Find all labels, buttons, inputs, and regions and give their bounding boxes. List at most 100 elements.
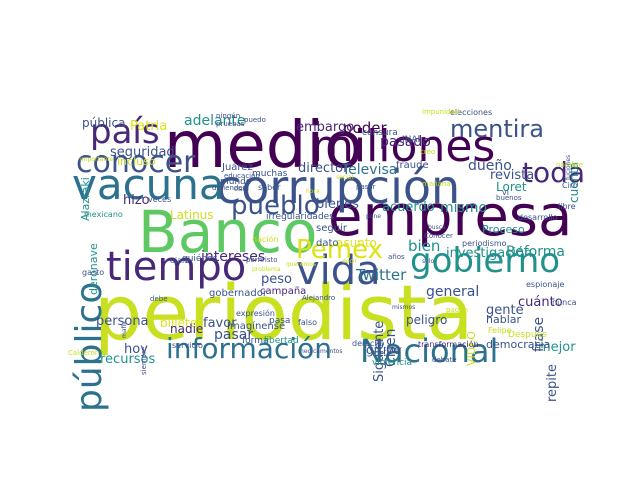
word-seguir: seguir bbox=[316, 223, 347, 234]
word-poder: poder bbox=[343, 119, 387, 137]
word-violencia: violencia bbox=[372, 358, 413, 368]
word-nunca: nunca bbox=[552, 298, 577, 307]
word-vi: vi bbox=[502, 188, 509, 197]
word-patria: Patria bbox=[130, 119, 168, 134]
word-publica: pública bbox=[82, 116, 126, 130]
word-debate: debate bbox=[432, 356, 457, 364]
word-periodista: periodista bbox=[94, 268, 474, 357]
word-investigacion: investigación bbox=[446, 246, 533, 261]
word-mundo: mundo bbox=[220, 177, 252, 187]
word-expresion: expresión bbox=[236, 309, 275, 318]
word-pasa: pasa bbox=[269, 316, 291, 326]
word-twitter: Twitter bbox=[356, 266, 407, 284]
word-educacion: educación bbox=[224, 172, 260, 180]
word-informacion: información bbox=[166, 332, 333, 365]
word-muchas: muchas bbox=[252, 169, 288, 179]
word-mejor: mejor bbox=[538, 340, 576, 355]
word-banco: Banco bbox=[138, 198, 318, 266]
word-adelante: adelante bbox=[184, 113, 246, 129]
word-mismo: mismo bbox=[440, 200, 488, 216]
word-calderon: Calderón bbox=[68, 349, 100, 357]
word-claro: claro bbox=[234, 186, 249, 193]
word-pemex: Pemex bbox=[296, 235, 384, 265]
word-ojala: ojalá bbox=[170, 256, 190, 265]
word-cuanto: cuánto bbox=[518, 295, 563, 310]
word-pasar-small: pasar bbox=[356, 183, 376, 191]
word-libre: libre bbox=[558, 202, 576, 211]
word-cloud: periodista empresa corrupción medio millones… bbox=[66, 108, 585, 412]
word-grupo: grupo bbox=[366, 343, 402, 357]
word-espionaje: espionaje bbox=[526, 280, 565, 289]
word-publico: público bbox=[69, 281, 110, 413]
word-fraude: fraude bbox=[396, 160, 429, 171]
word-gobierno: gobierno bbox=[410, 241, 561, 281]
word-pasado: pasado bbox=[380, 134, 431, 150]
word-bienes: bienes bbox=[316, 197, 359, 212]
word-vacuna: vacuna bbox=[72, 160, 225, 209]
word-toda: toda bbox=[522, 156, 586, 189]
word-gente: gente bbox=[486, 303, 524, 318]
word-imaginense: Imagínense bbox=[227, 321, 286, 332]
word-seguridad: seguridad bbox=[110, 145, 175, 160]
word-irregularidades: irregularidades bbox=[266, 212, 334, 222]
word-repite: repite bbox=[545, 363, 560, 402]
word-derecho: derecho bbox=[352, 339, 385, 348]
word-censura: censura bbox=[362, 128, 398, 138]
word-solo: solo bbox=[422, 258, 435, 265]
word-reforma: Reforma bbox=[506, 244, 565, 260]
word-porfiristo: porfiristo bbox=[246, 256, 278, 264]
word-buenos: buenos bbox=[496, 194, 522, 202]
word-pone: pone bbox=[366, 213, 381, 220]
word-servicio: servicio bbox=[172, 341, 203, 350]
word-fuciones: fuciones bbox=[565, 155, 572, 181]
word-nombre: nombre bbox=[556, 161, 584, 169]
word-mismos: mismos bbox=[392, 304, 416, 311]
word-busca: busca bbox=[428, 224, 446, 231]
word-nacional: Nacional bbox=[360, 332, 499, 370]
word-anos: años bbox=[388, 253, 405, 261]
word-bien: bien bbox=[408, 237, 441, 255]
word-revista: revista bbox=[490, 168, 535, 183]
word-queremos: queremos bbox=[286, 261, 316, 268]
word-conocer-small: Conocer bbox=[424, 232, 453, 240]
word-ningun: ningún bbox=[216, 112, 241, 120]
word-gobernador: gobernador bbox=[209, 288, 267, 299]
word-falso: falso bbox=[298, 318, 318, 327]
word-elecciones: elecciones bbox=[450, 108, 493, 117]
word-juarez: Juárez bbox=[222, 162, 253, 173]
word-pasar: pasar bbox=[214, 327, 254, 343]
word-periodismo: periodismo bbox=[462, 239, 507, 248]
word-tiempo: tiempo bbox=[106, 244, 247, 290]
word-loret: Loret bbox=[496, 180, 527, 194]
word-veces: veces bbox=[148, 195, 172, 204]
word-hoy: hoy bbox=[124, 342, 148, 357]
word-pruebas: pruebas bbox=[216, 120, 245, 128]
word-despues: Después bbox=[508, 330, 547, 340]
word-hizo: hizo bbox=[123, 193, 150, 208]
word-vida: vida bbox=[296, 248, 381, 294]
word-medicamentos: medicamentos bbox=[298, 348, 343, 355]
word-nacion: nación bbox=[252, 235, 279, 244]
word-peligro: peligro bbox=[406, 313, 448, 327]
word-creo: creo bbox=[420, 148, 436, 156]
word-persona: persona bbox=[96, 314, 149, 329]
word-favor: favor bbox=[203, 316, 237, 331]
word-social: social bbox=[336, 174, 354, 181]
word-alejandro: Alejandro bbox=[302, 294, 336, 302]
word-defiender: defiender bbox=[212, 184, 246, 192]
word-problema: problema bbox=[252, 266, 281, 273]
word-intereses: intereses bbox=[201, 249, 266, 265]
word-dueno: dueño bbox=[468, 158, 512, 174]
word-asunto: asunto bbox=[336, 236, 377, 250]
word-mentira: mentira bbox=[450, 115, 545, 143]
word-felipe: Felipe bbox=[488, 326, 512, 335]
word-saber: saber bbox=[258, 183, 281, 192]
word-libertad: libertad bbox=[264, 336, 299, 346]
word-embargo: embargo bbox=[296, 120, 355, 135]
word-quienes: quiénes bbox=[182, 254, 218, 264]
word-empresa: empresa bbox=[328, 184, 573, 249]
word-televisa: Televisa bbox=[342, 162, 398, 178]
word-debe: debe bbox=[150, 295, 168, 303]
word-peso: peso bbox=[261, 272, 292, 287]
word-general: general bbox=[426, 284, 480, 300]
